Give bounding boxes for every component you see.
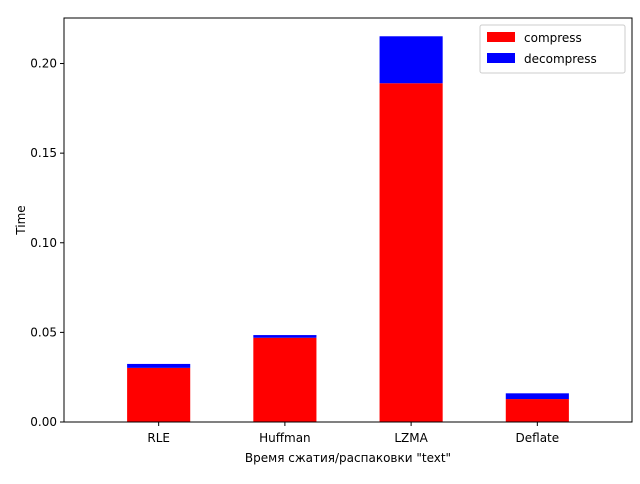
y-tick-label: 0.00 [30, 415, 57, 429]
bar-compress-lzma [379, 83, 443, 423]
x-tick-label-huffman: Huffman [259, 431, 311, 445]
y-axis-ticks: 0.00 0.05 0.10 0.15 0.20 [30, 57, 64, 429]
y-tick-label: 0.20 [30, 57, 57, 71]
y-tick-label: 0.05 [30, 325, 57, 339]
bar-compress-deflate [505, 399, 569, 422]
bar-decompress-huffman [253, 335, 317, 338]
y-tick-label: 0.10 [30, 236, 57, 250]
bar-decompress-deflate [505, 393, 569, 400]
legend-label-decompress: decompress [524, 52, 597, 66]
y-axis-label: Time [14, 205, 28, 235]
legend-swatch-compress [487, 32, 515, 42]
x-tick-label-lzma: LZMA [394, 431, 428, 445]
bar-decompress-rle [127, 363, 191, 368]
x-axis-label: Время сжатия/распаковки "text" [245, 451, 451, 465]
bars-layer [127, 36, 569, 423]
axes-layer [63, 17, 633, 423]
x-axis-ticks: RLE Huffman LZMA Deflate [147, 422, 559, 445]
legend: compress decompress [479, 24, 626, 74]
axes-frame [63, 17, 633, 423]
legend-swatch-decompress [487, 53, 515, 63]
bar-decompress-lzma [379, 36, 443, 84]
legend-box [479, 24, 626, 74]
x-tick-label-deflate: Deflate [516, 431, 560, 445]
bar-compress-rle [127, 367, 191, 422]
legend-label-compress: compress [524, 31, 582, 45]
bar-compress-huffman [253, 337, 317, 422]
x-tick-label-rle: RLE [147, 431, 170, 445]
y-tick-label: 0.15 [30, 146, 57, 160]
